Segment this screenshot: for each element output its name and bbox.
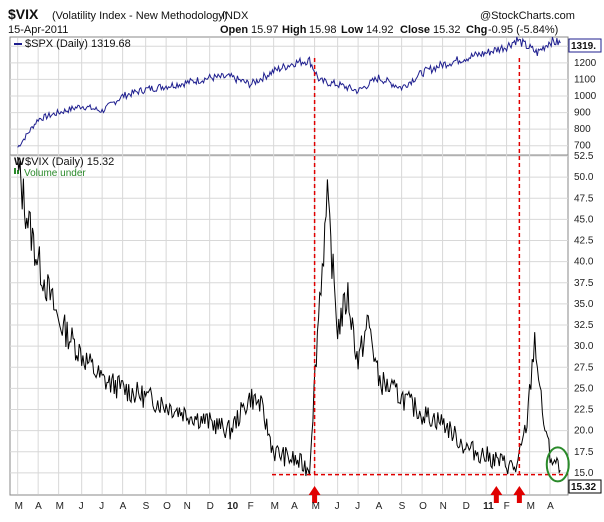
x-tick-label: F	[248, 501, 254, 512]
vix-last-value: 15.32	[571, 482, 596, 493]
annotations	[272, 58, 570, 503]
close-value: 15.32	[433, 24, 461, 36]
close-label: Close	[400, 24, 430, 36]
x-tick-label: S	[399, 501, 406, 512]
x-tick-label: 11	[483, 501, 494, 512]
x-tick-label: F	[504, 501, 510, 512]
high-label: High	[282, 24, 307, 36]
vix-tick-label: 20.0	[574, 426, 594, 437]
volume-note: Volume under	[24, 168, 86, 179]
x-tick-label: S	[143, 501, 150, 512]
chg-value: -0.95 (-5.84%)	[488, 24, 558, 36]
vix-series	[17, 156, 561, 477]
vix-tick-label: 50.0	[574, 172, 594, 183]
x-tick-label: N	[440, 501, 447, 512]
vix-tick-label: 47.5	[574, 193, 594, 204]
spx-tick-label: 900	[574, 108, 591, 119]
x-tick-label: O	[163, 501, 171, 512]
spx-series	[17, 36, 561, 148]
spx-tick-label: 1000	[574, 91, 597, 102]
vix-tick-label: 45.0	[574, 214, 594, 225]
x-tick-label: J	[79, 501, 84, 512]
vix-legend: $VIX (Daily) 15.32	[25, 156, 114, 168]
x-axis: M A M J J A S O N D 10 F M A M J J A S O N D 11 F M A	[15, 501, 554, 512]
vix-tick-label: 15.0	[574, 468, 594, 479]
x-tick-label: O	[419, 501, 427, 512]
x-tick-label: M	[15, 501, 23, 512]
grid	[10, 38, 568, 494]
spx-tick-label: 1200	[574, 58, 597, 69]
volume-icon	[14, 168, 16, 174]
header-symbol: $VIX	[8, 6, 39, 22]
spx-tick-label: 700	[574, 141, 591, 152]
x-tick-label: D	[463, 501, 470, 512]
x-tick-label: D	[207, 501, 214, 512]
x-tick-label: M	[312, 501, 320, 512]
x-tick-label: M	[271, 501, 279, 512]
header-copyright: @StockCharts.com	[480, 10, 575, 22]
vix-tick-label: 22.5	[574, 405, 594, 416]
spx-line	[17, 36, 561, 148]
low-label: Low	[341, 24, 363, 36]
spx-last-tag	[568, 38, 602, 53]
x-tick-label: M	[56, 501, 64, 512]
vix-tick-label: 40.0	[574, 257, 594, 268]
open-value: 15.97	[251, 24, 279, 36]
vix-tick-label: 37.5	[574, 278, 594, 289]
x-tick-label: J	[355, 501, 360, 512]
vix-tick-label: 32.5	[574, 320, 594, 331]
header-name: (Volatility Index - New Methodology)	[52, 10, 227, 22]
x-tick-label: A	[35, 501, 42, 512]
up-arrow-icon	[490, 486, 503, 503]
header-date: 15-Apr-2011	[8, 24, 68, 36]
chg-label: Chg	[466, 24, 487, 36]
x-tick-label: J	[335, 501, 340, 512]
vix-tick-label: 27.5	[574, 362, 594, 373]
up-arrow-icon	[308, 486, 321, 503]
high-value: 15.98	[309, 24, 337, 36]
vix-tick-label: 17.5	[574, 447, 594, 458]
spx-tick-label: 1100	[574, 74, 596, 85]
x-tick-label: A	[547, 501, 554, 512]
x-tick-label: N	[184, 501, 191, 512]
spx-y-axis: 7008009001000110012001300	[574, 41, 597, 151]
x-tick-label: A	[376, 501, 383, 512]
header-exchange: INDX	[222, 10, 249, 22]
x-tick-label: 10	[227, 501, 239, 512]
vix-last-tag	[568, 479, 602, 494]
spx-last-value: 1319.	[571, 41, 596, 52]
vix-y-axis: 15.0 17.5 20.0 22.5 25.0 27.5 30.0 32.5 35.0 37.5…	[574, 151, 594, 479]
vix-tick-label: 52.5	[574, 151, 594, 162]
x-tick-label: A	[291, 501, 298, 512]
spx-legend: $SPX (Daily) 1319.68	[25, 38, 131, 50]
x-tick-label: A	[120, 501, 127, 512]
spx-tick-label: 800	[574, 124, 591, 135]
highlight-circle	[545, 446, 570, 483]
open-label: Open	[220, 24, 248, 36]
low-value: 14.92	[366, 24, 394, 36]
vix-tick-label: 25.0	[574, 383, 594, 394]
up-arrow-icon	[513, 486, 526, 503]
vix-tick-label: 35.0	[574, 299, 594, 310]
vix-tick-label: 42.5	[574, 236, 594, 247]
x-tick-label: J	[99, 501, 104, 512]
x-tick-label: M	[527, 501, 535, 512]
vix-line	[17, 156, 561, 477]
vix-tick-label: 30.0	[574, 341, 594, 352]
